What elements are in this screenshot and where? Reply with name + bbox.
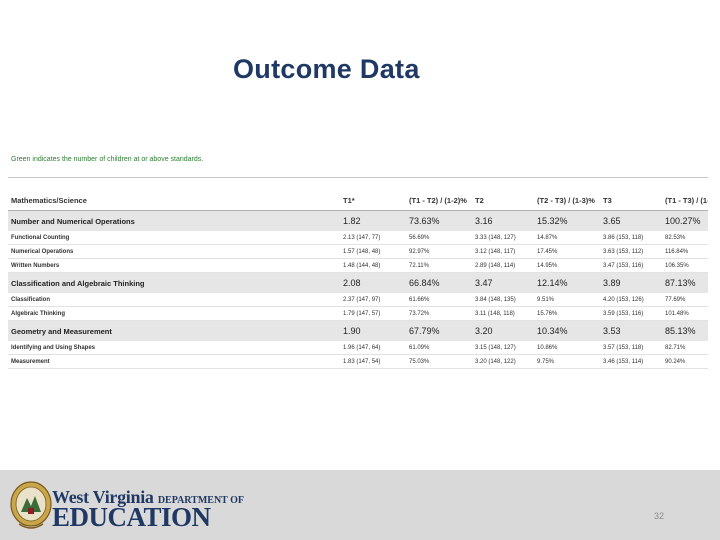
table-cell: 4.20 (153, 126) <box>600 293 662 307</box>
row-label: Measurement <box>8 354 340 369</box>
table-cell: 3.89 <box>600 272 662 293</box>
logo-state-name: West Virginia <box>52 487 154 507</box>
row-label: Numerical Operations <box>8 244 340 259</box>
table-cell: 3.65 <box>600 210 662 231</box>
section-row: Number and Numerical Operations 1.82 73.63… <box>8 210 708 231</box>
table-cell: 3.16 <box>472 210 534 231</box>
table-cell: 15.32% <box>534 210 600 231</box>
table-cell: 2.08 <box>340 272 406 293</box>
column-header: T3 <box>600 190 662 211</box>
row-label: Algebraic Thinking <box>8 306 340 321</box>
table-cell: 3.20 (148, 122) <box>472 354 534 369</box>
table-cell: 3.57 (153, 118) <box>600 341 662 355</box>
row-label: Classification <box>8 293 340 307</box>
table-cell: 82.71% <box>662 341 708 355</box>
row-label: Classification and Algebraic Thinking <box>8 272 340 293</box>
table-cell: 101.48% <box>662 306 708 321</box>
divider <box>8 177 708 178</box>
row-label: Functional Counting <box>8 231 340 245</box>
column-header: T1* <box>340 190 406 211</box>
table-cell: 1.79 (147, 57) <box>340 306 406 321</box>
table-cell: 17.45% <box>534 244 600 259</box>
section-row: Classification and Algebraic Thinking 2.0… <box>8 272 708 293</box>
table-cell: 1.57 (148, 48) <box>340 244 406 259</box>
table-header-row: Mathematics/Science T1* (T1 - T2) / (1-2… <box>8 190 708 211</box>
table-cell: 1.82 <box>340 210 406 231</box>
table-cell: 73.72% <box>406 306 472 321</box>
table-cell: 3.47 <box>472 272 534 293</box>
table-cell: 3.47 (153, 116) <box>600 258 662 273</box>
table-cell: 14.87% <box>534 231 600 245</box>
table-row: Algebraic Thinking 1.79 (147, 57) 73.72% 3.… <box>8 306 708 321</box>
table-cell: 14.95% <box>534 258 600 273</box>
state-seal-icon <box>10 481 52 529</box>
table-cell: 9.75% <box>534 354 600 369</box>
table-cell: 92.97% <box>406 244 472 259</box>
column-header: (T1 - T2) / (1-2)% <box>406 190 472 211</box>
table-cell: 1.48 (144, 48) <box>340 258 406 273</box>
table-cell: 3.46 (153, 114) <box>600 354 662 369</box>
table-cell: 90.24% <box>662 354 708 369</box>
table-cell: 100.27% <box>662 210 708 231</box>
table-cell: 9.51% <box>534 293 600 307</box>
column-header: Mathematics/Science <box>8 190 340 211</box>
row-label: Identifying and Using Shapes <box>8 341 340 355</box>
table-row: Functional Counting 2.13 (147, 77) 56.69% 3… <box>8 231 708 245</box>
footer-band <box>0 470 720 540</box>
table-cell: 87.13% <box>662 272 708 293</box>
table-cell: 10.34% <box>534 320 600 341</box>
table-cell: 3.15 (148, 127) <box>472 341 534 355</box>
outcome-table: Mathematics/Science T1* (T1 - T2) / (1-2… <box>8 190 708 369</box>
table-cell: 10.86% <box>534 341 600 355</box>
table-cell: 3.20 <box>472 320 534 341</box>
table-cell: 85.13% <box>662 320 708 341</box>
section-row: Geometry and Measurement 1.90 67.79% 3.20 10… <box>8 320 708 341</box>
table-cell: 3.63 (153, 112) <box>600 244 662 259</box>
table-cell: 82.53% <box>662 231 708 245</box>
table-cell: 3.59 (153, 116) <box>600 306 662 321</box>
table-row: Identifying and Using Shapes 1.96 (147, 6… <box>8 341 708 355</box>
table-cell: 56.69% <box>406 231 472 245</box>
table-cell: 2.13 (147, 77) <box>340 231 406 245</box>
table-cell: 66.84% <box>406 272 472 293</box>
table-cell: 3.84 (148, 135) <box>472 293 534 307</box>
table-cell: 3.12 (148, 117) <box>472 244 534 259</box>
logo-wordmark: West Virginia DEPARTMENT OF <box>52 487 244 508</box>
table-cell: 3.53 <box>600 320 662 341</box>
column-header: (T1 - T3) / (1-3)% <box>662 190 708 211</box>
table-row: Written Numbers 1.48 (144, 48) 72.11% 2.89 … <box>8 258 708 273</box>
table-cell: 67.79% <box>406 320 472 341</box>
table-row: Measurement 1.83 (147, 54) 75.03% 3.20 (148… <box>8 354 708 369</box>
table-cell: 3.11 (148, 118) <box>472 306 534 321</box>
row-label: Geometry and Measurement <box>8 320 340 341</box>
table-cell: 61.09% <box>406 341 472 355</box>
table-cell: 73.63% <box>406 210 472 231</box>
row-label: Written Numbers <box>8 258 340 273</box>
logo-education: EDUCATION <box>52 502 211 532</box>
table-cell: 72.11% <box>406 258 472 273</box>
logo-department: DEPARTMENT OF <box>157 495 245 506</box>
page-number: 32 <box>654 511 665 521</box>
table-cell: 61.66% <box>406 293 472 307</box>
table-cell: 75.03% <box>406 354 472 369</box>
row-label: Number and Numerical Operations <box>8 210 340 231</box>
table-cell: 1.83 (147, 54) <box>340 354 406 369</box>
table-cell: 106.35% <box>662 258 708 273</box>
legend-note: Green indicates the number of children a… <box>11 156 204 163</box>
table-cell: 116.84% <box>662 244 708 259</box>
table-cell: 3.86 (153, 118) <box>600 231 662 245</box>
table-cell: 77.69% <box>662 293 708 307</box>
table-cell: 1.96 (147, 64) <box>340 341 406 355</box>
slide-title: Outcome Data <box>233 54 420 84</box>
table-cell: 12.14% <box>534 272 600 293</box>
table-cell: 2.89 (148, 114) <box>472 258 534 273</box>
column-header: (T2 - T3) / (1-3)% <box>534 190 600 211</box>
table-cell: 15.76% <box>534 306 600 321</box>
table-row: Numerical Operations 1.57 (148, 48) 92.97%… <box>8 244 708 259</box>
table-cell: 3.33 (148, 127) <box>472 231 534 245</box>
column-header: T2 <box>472 190 534 211</box>
table-row: Classification 2.37 (147, 97) 61.66% 3.84 (… <box>8 293 708 307</box>
table-cell: 1.90 <box>340 320 406 341</box>
table-cell: 2.37 (147, 97) <box>340 293 406 307</box>
